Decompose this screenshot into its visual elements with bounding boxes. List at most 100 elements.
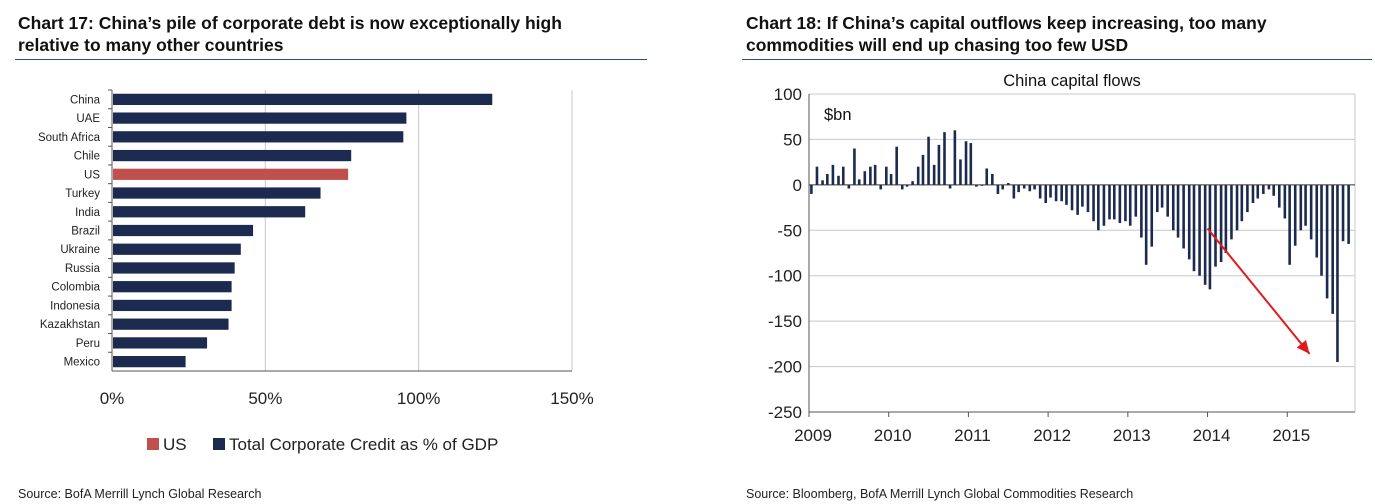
bar-flow [1283, 184, 1287, 219]
bar-flow [1134, 184, 1138, 217]
y-tick-label: -200 [768, 358, 802, 377]
bar-flow [1112, 184, 1116, 220]
bar-flow [1219, 184, 1223, 263]
chart-18-title-line2: commodities will end up chasing too few … [746, 35, 1129, 55]
trend-arrow-head [1296, 339, 1310, 354]
category-label: India [75, 207, 101, 219]
bar-flow [1160, 184, 1164, 208]
bar-flow [857, 179, 861, 185]
bar-flow [1182, 184, 1185, 249]
bar-flow [1331, 184, 1334, 314]
bar-colombia [113, 281, 232, 293]
category-label: China [70, 94, 101, 106]
bar-flow [1006, 183, 1010, 185]
bar-flow [1060, 184, 1063, 202]
bar-flow [1336, 184, 1339, 363]
category-label: Chile [74, 151, 100, 163]
chart-18-svg: China capital flows $bn 100 50 0 -50 -100 -150 -… [768, 72, 1356, 445]
category-label: UAE [76, 113, 100, 125]
x-tick-label: 0% [100, 389, 125, 408]
x-tick-label: 2012 [1033, 426, 1071, 445]
bar-flow [1240, 184, 1244, 222]
bar-flow [1001, 184, 1004, 190]
bar-flow [943, 132, 946, 185]
chart-17-title: Chart 17: China’s pile of corporate debt… [18, 12, 638, 56]
bar-flow [1176, 184, 1180, 238]
bar-brazil [113, 224, 254, 237]
bar-flow [1166, 184, 1169, 217]
bar-flow [1044, 184, 1048, 204]
bar-flow [927, 136, 930, 185]
bar-flow [1150, 184, 1154, 247]
bar-flow [1256, 184, 1260, 199]
bar-us [113, 168, 349, 180]
bar-flow [932, 164, 936, 185]
bar-flow [1128, 184, 1132, 226]
bar-flow [826, 173, 829, 185]
bar-flow [1054, 184, 1058, 202]
bar-flow [815, 166, 819, 185]
bar-flow [837, 175, 840, 185]
bar-flow [1028, 184, 1032, 192]
bar-flow [937, 144, 941, 185]
x-tick-label: 100% [397, 389, 440, 408]
bar-flow [1140, 184, 1143, 238]
bar-flow [873, 164, 877, 185]
category-label: Peru [76, 338, 100, 350]
category-label: Mexico [64, 357, 100, 369]
bar-flow [959, 159, 962, 185]
chart-17-source: Source: BofA Merrill Lynch Global Resear… [18, 487, 262, 501]
category-label: Indonesia [50, 300, 100, 312]
bar-flow [879, 184, 883, 190]
category-label: Kazakhstan [40, 319, 100, 331]
bar-russia [113, 262, 235, 274]
legend-label: Total Corporate Credit as % of GDP [229, 435, 498, 454]
chart-17-title-line2: relative to many other countries [18, 35, 284, 55]
x-tick-label: 50% [248, 389, 282, 408]
bar-flow [953, 130, 957, 185]
bar-flow [916, 166, 920, 185]
bar-flow [1347, 184, 1350, 244]
bar-flow [911, 181, 914, 185]
bar-flow [1102, 184, 1106, 226]
bar-flow [1017, 184, 1020, 193]
chart-18-title-rule [742, 59, 1372, 60]
y-tick-label: 50 [783, 130, 802, 149]
bar-flow [869, 166, 872, 185]
bar-flow [1092, 184, 1095, 222]
bar-flow [1293, 184, 1297, 246]
bar-indonesia [113, 299, 232, 312]
bar-flow [1230, 184, 1233, 240]
bar-flow [1156, 184, 1159, 213]
legend-label: US [163, 435, 187, 454]
bar-flow [1065, 184, 1068, 205]
x-tick-label: 2015 [1272, 426, 1310, 445]
y-tick-label: 100 [774, 85, 802, 104]
bar-flow [1192, 184, 1196, 272]
bar-flow [900, 184, 904, 190]
bar-flow [1235, 184, 1239, 231]
bar-flow [1038, 184, 1042, 199]
bar-flow [1299, 184, 1303, 231]
bar-flow [1341, 184, 1345, 242]
y-tick-label: -100 [768, 267, 802, 286]
chart-18-source: Source: Bloomberg, BofA Merrill Lynch Gl… [746, 487, 1134, 501]
category-label: Colombia [51, 282, 100, 294]
category-label: Turkey [65, 188, 100, 200]
y-tick-label: -50 [777, 221, 802, 240]
bar-uae [113, 112, 407, 124]
bar-flow [1304, 184, 1307, 226]
bar-flow [1171, 184, 1175, 231]
bar-flow [1214, 184, 1217, 267]
panel-chart-18: Chart 18: If China’s capital outflows ke… [728, 0, 1375, 504]
legend-swatch [213, 438, 225, 450]
legend-swatch [147, 438, 159, 450]
unit-label: $bn [824, 106, 852, 124]
bar-flow [1198, 184, 1201, 276]
bar-flow [1187, 184, 1191, 260]
category-label: Brazil [71, 226, 100, 238]
bar-turkey [113, 187, 321, 199]
bar-flow [1144, 184, 1148, 265]
bar-flow [1070, 184, 1074, 211]
y-tick-label: -150 [768, 312, 802, 331]
